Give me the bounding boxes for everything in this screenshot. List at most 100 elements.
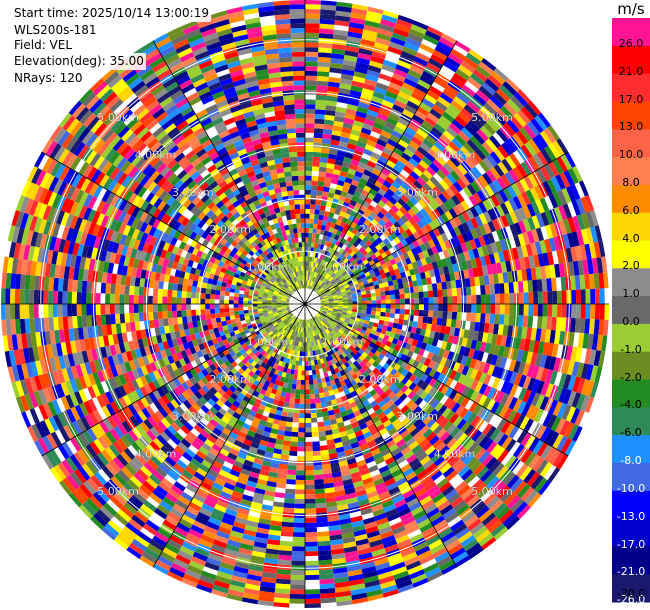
range-gate — [408, 501, 422, 512]
range-gate — [331, 134, 341, 142]
range-gate — [168, 411, 178, 422]
range-gate — [410, 92, 424, 103]
range-gate — [484, 78, 500, 92]
range-gate — [562, 374, 572, 390]
range-gate — [470, 286, 477, 296]
range-gate — [469, 239, 477, 250]
range-gate — [352, 154, 362, 162]
range-gate — [367, 593, 384, 602]
range-gate — [174, 360, 183, 369]
range-gate — [150, 455, 162, 467]
range-gate — [497, 449, 509, 463]
range-gate — [224, 359, 231, 367]
range-gate — [200, 534, 215, 544]
range-gate — [477, 350, 485, 362]
range-gate — [394, 99, 407, 109]
range-gate — [264, 406, 272, 413]
range-gate — [405, 228, 413, 237]
range-gate — [273, 418, 281, 425]
range-gate — [452, 263, 459, 273]
range-gate — [356, 57, 371, 65]
range-gate — [418, 438, 430, 449]
range-gate — [352, 175, 362, 183]
range-gate — [420, 342, 428, 350]
range-gate — [366, 265, 373, 272]
range-gate — [333, 275, 339, 280]
range-gate — [374, 396, 383, 405]
range-gate — [312, 228, 317, 234]
range-gate — [302, 322, 304, 328]
range-gate — [327, 216, 333, 223]
range-gate — [392, 386, 401, 395]
range-gate — [237, 507, 250, 516]
range-gate — [374, 42, 389, 51]
range-gate — [209, 363, 217, 372]
range-gate — [207, 398, 216, 407]
range-gate — [461, 127, 474, 140]
range-gate — [514, 258, 522, 271]
range-gate — [149, 362, 158, 372]
range-gate — [152, 389, 162, 400]
range-gate — [309, 280, 312, 286]
range-gate — [336, 230, 342, 237]
range-gate — [526, 364, 535, 378]
range-gate — [270, 339, 276, 345]
range-gate — [508, 198, 518, 212]
range-gate — [313, 132, 323, 139]
range-gate — [447, 52, 464, 65]
range-gate — [395, 304, 401, 309]
range-gate — [523, 175, 534, 190]
range-gate — [170, 484, 184, 496]
range-gate — [429, 108, 442, 120]
range-gate — [547, 291, 553, 304]
range-gate — [124, 361, 132, 373]
range-gate — [305, 285, 307, 289]
range-gate — [432, 547, 448, 559]
range-gate — [235, 481, 247, 490]
range-gate — [198, 446, 210, 456]
range-gate — [198, 463, 210, 473]
range-gate — [296, 318, 299, 322]
range-gate — [397, 226, 406, 235]
range-gate — [137, 356, 146, 368]
range-gate — [349, 285, 355, 290]
range-gate — [523, 124, 536, 139]
range-gate — [211, 322, 218, 329]
range-gate — [283, 347, 288, 353]
range-gate — [473, 359, 482, 371]
range-gate — [389, 216, 397, 225]
range-gate — [463, 142, 475, 155]
range-gate — [532, 456, 545, 472]
range-gate — [305, 484, 315, 490]
range-gate — [133, 491, 147, 504]
range-gate — [332, 125, 343, 132]
range-gate — [412, 368, 421, 377]
range-gate — [418, 159, 430, 170]
range-gate — [527, 315, 534, 328]
range-gate — [361, 276, 368, 282]
range-gate — [407, 208, 416, 218]
range-gate — [380, 580, 397, 589]
range-gate — [455, 68, 470, 81]
range-gate — [237, 345, 244, 352]
range-gate — [464, 240, 473, 252]
range-gate — [371, 296, 377, 301]
range-gate — [94, 471, 107, 486]
range-gate — [240, 411, 249, 419]
range-gate — [289, 329, 294, 335]
range-gate — [385, 308, 391, 313]
range-gate — [308, 232, 313, 238]
range-gate — [567, 390, 577, 407]
range-gate — [238, 547, 253, 556]
range-gate — [539, 240, 547, 254]
range-gate — [457, 383, 467, 395]
range-gate — [439, 115, 452, 127]
range-gate — [274, 323, 280, 328]
range-gate — [438, 193, 448, 204]
range-gate — [368, 243, 376, 251]
range-gate — [350, 12, 367, 21]
range-gate — [372, 508, 386, 517]
range-gate — [344, 246, 350, 253]
range-gate — [101, 465, 115, 480]
range-gate — [408, 96, 422, 107]
